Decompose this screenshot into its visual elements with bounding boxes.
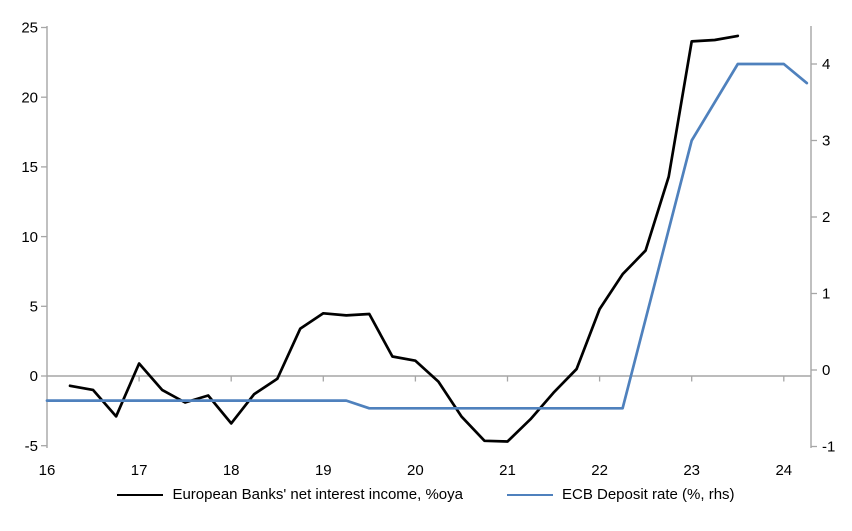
tick-label: 25 — [21, 20, 38, 37]
tick-label: 19 — [315, 462, 332, 479]
tick-label: 15 — [21, 159, 38, 176]
tick-label: 1 — [822, 286, 830, 303]
tick-label: 0 — [30, 368, 38, 385]
right-axis: 4 3 2 1 0 -1 — [810, 26, 835, 456]
tick-label: 16 — [39, 462, 56, 479]
x-axis: 16 17 18 19 20 21 22 23 24 — [39, 376, 792, 479]
tick-label: 0 — [822, 362, 830, 379]
tick-label: -1 — [822, 439, 835, 456]
legend-label-ecb-deposit-rate: ECB Deposit rate (%, rhs) — [561, 486, 735, 503]
left-axis: 25 20 15 10 5 0 -5 — [21, 20, 48, 455]
legend-line-swatch-blue — [506, 493, 553, 496]
tick-label: 17 — [131, 462, 148, 479]
tick-label: 20 — [407, 462, 424, 479]
tick-label: -5 — [25, 438, 38, 455]
legend-item-ecb-deposit-rate: ECB Deposit rate (%, rhs) — [506, 486, 735, 503]
series-ecb-deposit-rate — [45, 62, 809, 410]
legend: European Banks' net interest income, %oy… — [0, 486, 852, 503]
tick-label: 22 — [591, 462, 608, 479]
legend-label-net-interest-income: European Banks' net interest income, %oy… — [172, 486, 463, 503]
tick-label: 4 — [822, 56, 830, 73]
tick-label: 3 — [822, 133, 830, 150]
tick-label: 23 — [683, 462, 700, 479]
tick-label: 10 — [21, 229, 38, 246]
tick-label: 20 — [21, 89, 38, 106]
series-net-interest-income — [68, 34, 740, 443]
tick-label: 5 — [30, 299, 38, 316]
tick-label: 2 — [822, 209, 830, 226]
legend-line-swatch-black — [117, 493, 164, 496]
legend-item-net-interest-income: European Banks' net interest income, %oy… — [117, 486, 463, 503]
tick-label: 21 — [499, 462, 516, 479]
tick-label: 24 — [775, 462, 792, 479]
tick-label: 18 — [223, 462, 240, 479]
